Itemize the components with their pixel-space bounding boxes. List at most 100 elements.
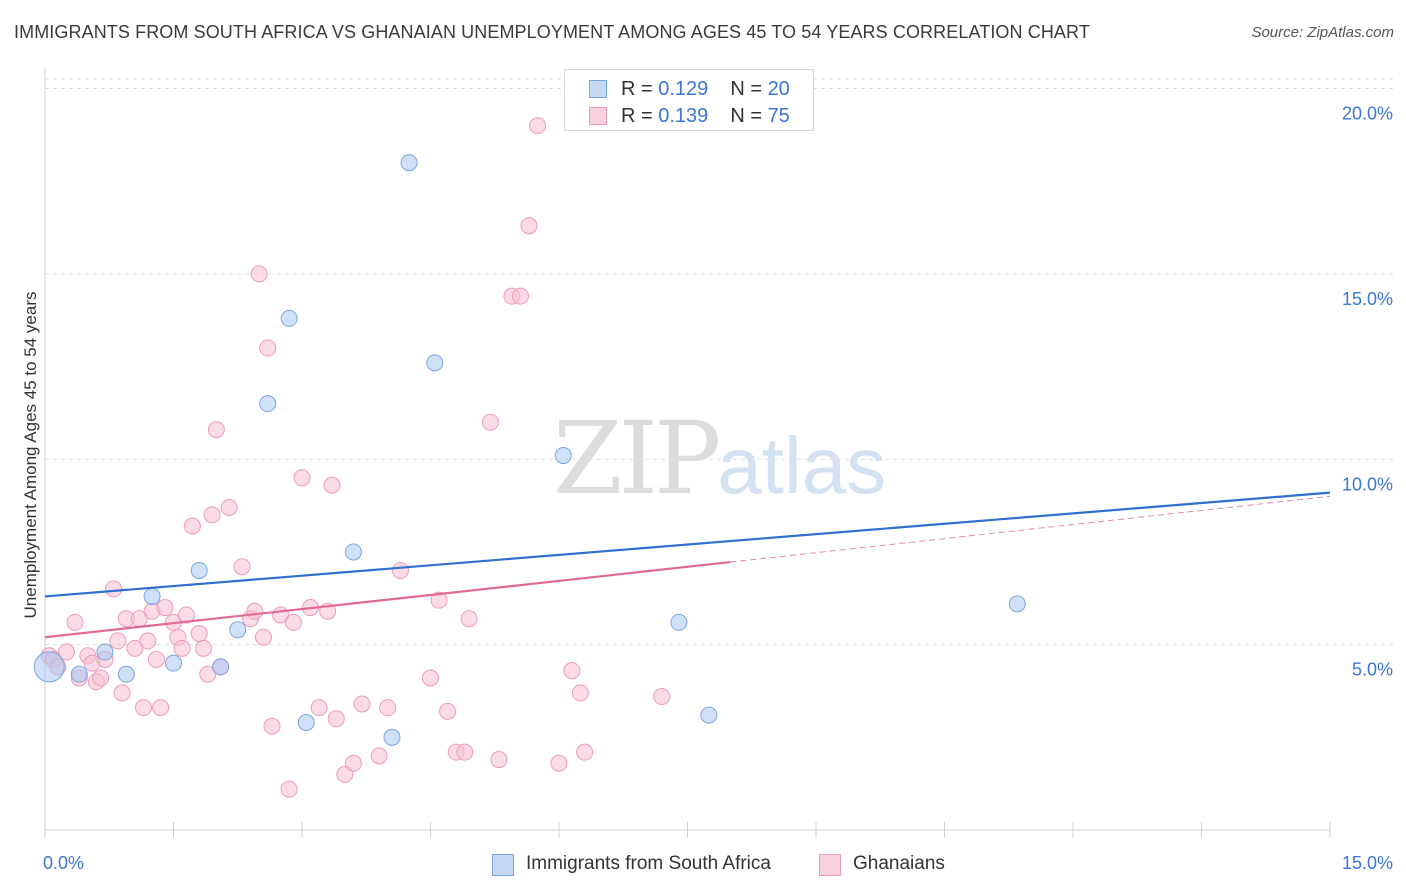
ghanaians-trend-line [44, 560, 731, 639]
ghanaians-point [66, 613, 84, 631]
ghanaians-point [139, 632, 157, 650]
south-africa-n-label: N = [730, 78, 768, 100]
legend-ghanaians-label: Ghanaians [853, 853, 945, 874]
ghanaians-point [57, 643, 75, 661]
ghanaians-point [379, 699, 397, 717]
ghanaians-point [259, 339, 277, 357]
south-africa-point [297, 713, 315, 731]
south-africa-point [212, 658, 230, 676]
y-tick-label: 10.0% [1342, 474, 1393, 494]
ghanaians-swatch [589, 107, 607, 125]
y-tick-label: 15.0% [1342, 289, 1393, 309]
ghanaians-point [284, 613, 302, 631]
ghanaians-point [233, 558, 251, 576]
y-tick-label: 20.0% [1342, 104, 1393, 124]
ghanaians-point [327, 710, 345, 728]
ghanaians-point [310, 699, 328, 717]
ghanaians-point [152, 699, 170, 717]
ghanaians-r-value: 0.139 [658, 105, 709, 127]
watermark-atlas: atlas [717, 421, 887, 510]
ghanaians-point [105, 580, 123, 598]
y-tick-label: 5.0% [1352, 660, 1393, 680]
chart-title: IMMIGRANTS FROM SOUTH AFRICA VS GHANAIAN… [14, 22, 1090, 42]
x-tick-label-min: 0.0% [43, 853, 84, 873]
ghanaians-n-value: 75 [767, 105, 790, 127]
south-africa-point [383, 728, 401, 746]
south-africa-n-value: 20 [767, 78, 790, 100]
ghanaians-trend-extension [730, 495, 1331, 563]
ghanaians-point [511, 287, 529, 305]
ghanaians-point [156, 599, 174, 617]
south-africa-trend-line [44, 491, 1331, 598]
ghanaians-point [439, 702, 457, 720]
south-africa-point [70, 665, 88, 683]
south-africa-point [143, 587, 161, 605]
legend-south-africa-label: Immigrants from South Africa [526, 853, 771, 874]
y-axis-label: Unemployment Among Ages 45 to 54 years [21, 291, 40, 619]
ghanaians-point [183, 517, 201, 535]
ghanaians-point [422, 669, 439, 687]
ghanaians-point [263, 717, 281, 735]
ghanaians-point [199, 665, 217, 683]
ghanaians-point [323, 476, 341, 494]
south-africa-point [344, 543, 362, 561]
ghanaians-point [280, 780, 298, 798]
south-africa-point [117, 665, 135, 683]
legend-south-africa-swatch [492, 854, 514, 876]
ghanaians-point [254, 628, 272, 646]
ghanaians-point [92, 669, 110, 687]
ghanaians-point [563, 662, 581, 680]
ghanaians-point [190, 625, 208, 643]
south-africa-point [229, 621, 247, 639]
ghanaians-point [203, 506, 221, 524]
south-africa-point [259, 395, 277, 413]
south-africa-point [96, 643, 114, 661]
ghanaians-point [490, 751, 508, 769]
ghanaians-point [250, 265, 268, 283]
ghanaians-point [571, 684, 589, 702]
ghanaians-point [126, 639, 144, 657]
ghanaians-n-label: N = [730, 105, 768, 127]
ghanaians-point [194, 639, 212, 657]
south-africa-r-value: 0.129 [658, 78, 709, 100]
ghanaians-point [344, 754, 362, 772]
ghanaians-r-label: R = [621, 105, 659, 127]
watermark: ZIPatlas [553, 400, 886, 517]
ghanaians-point [113, 684, 131, 702]
stats-legend: R = 0.129 N = 20 R = 0.139 N = 75 [564, 69, 814, 131]
south-africa-point [670, 613, 688, 631]
ghanaians-point [576, 743, 594, 761]
ghanaians-point [177, 606, 195, 624]
ghanaians-point [147, 650, 165, 668]
south-africa-point [280, 309, 298, 327]
ghanaians-point [173, 639, 191, 657]
ghanaians-point [370, 747, 388, 765]
ghanaians-point [460, 610, 478, 628]
ghanaians-point [430, 591, 448, 609]
ghanaians-point [456, 743, 474, 761]
ghanaians-point [392, 561, 410, 579]
ghanaians-point [520, 217, 538, 235]
ghanaians-point [550, 754, 568, 772]
ghanaians-point [481, 413, 499, 431]
south-africa-point [426, 354, 444, 372]
south-africa-point [1008, 595, 1026, 613]
ghanaians-point [653, 688, 671, 706]
ghanaians-point [293, 469, 311, 487]
ghanaians-point [207, 421, 225, 439]
ghanaians-point [246, 602, 264, 620]
ghanaians-point [529, 117, 547, 135]
x-tick-label-max: 15.0% [1342, 853, 1393, 873]
legend-ghanaians-swatch [819, 854, 841, 876]
ghanaians-point [220, 498, 238, 516]
ghanaians-point [353, 695, 371, 713]
ghanaians-point [135, 699, 153, 717]
source-label: Source: ZipAtlas.com [1251, 24, 1394, 41]
south-africa-point [165, 654, 182, 672]
watermark-zip: ZIP [553, 400, 721, 517]
south-africa-point [554, 447, 572, 465]
south-africa-r-label: R = [621, 78, 659, 100]
south-africa-point [190, 561, 208, 579]
ghanaians-point [109, 632, 127, 650]
